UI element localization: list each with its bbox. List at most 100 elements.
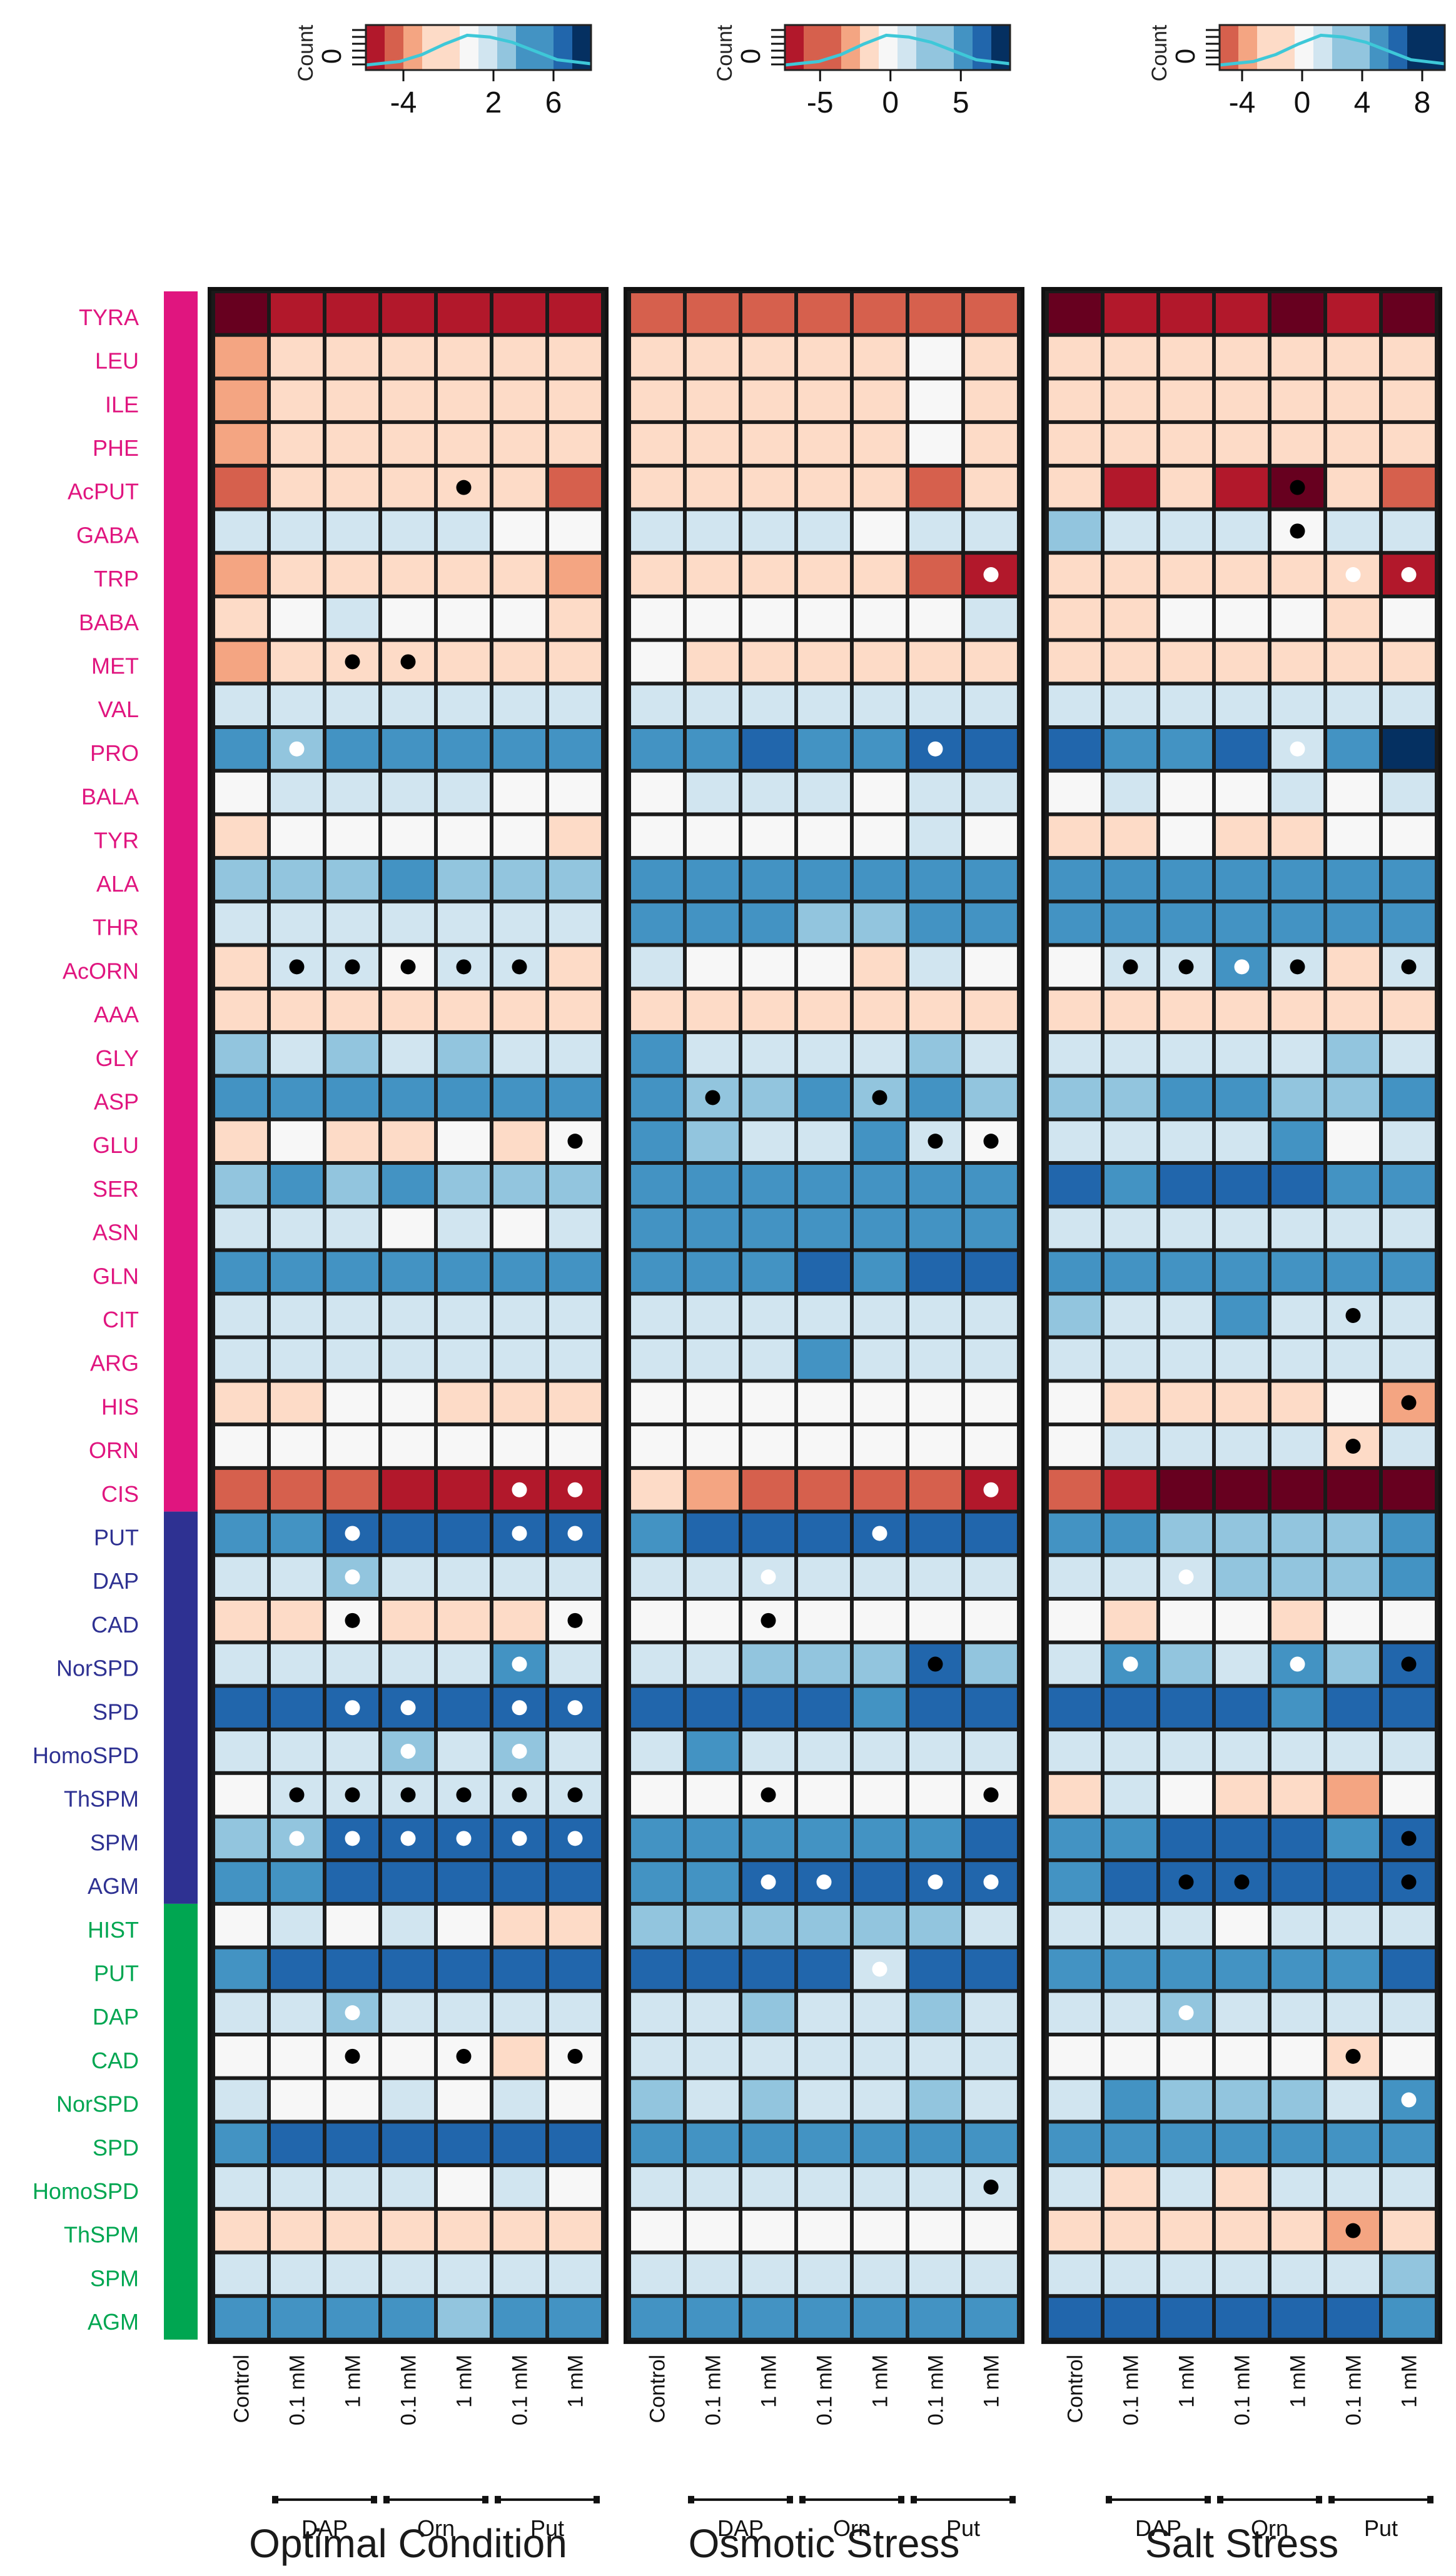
- heatmap-cell: [493, 772, 545, 813]
- heatmap-cell: [1327, 1469, 1379, 1510]
- heatmap-cell: [493, 511, 545, 551]
- heatmap-cell: [438, 1165, 490, 1205]
- heatmap-cell: [382, 1034, 434, 1074]
- heatmap-cell: [854, 598, 906, 638]
- heatmap-cell: [1383, 1077, 1435, 1118]
- heatmap-cell: [1271, 1688, 1323, 1728]
- bracket-end: [787, 2495, 793, 2503]
- significance-dot: [1290, 523, 1305, 539]
- colorbar-segment: [403, 25, 423, 70]
- significance-dot: [400, 1700, 416, 1716]
- heatmap-cell: [1049, 1296, 1101, 1336]
- column-label: 0.1 mM: [924, 2355, 948, 2425]
- heatmap-cell: [1049, 2123, 1101, 2164]
- heatmap-cell: [1160, 1121, 1212, 1161]
- heatmap-cell: [854, 1774, 906, 1815]
- heatmap-cell: [965, 424, 1017, 464]
- heatmap-cell: [271, 2167, 323, 2207]
- heatmap-cell: [1383, 1688, 1435, 1728]
- heatmap-cell: [382, 1469, 434, 1510]
- significance-dot: [512, 1700, 527, 1716]
- heatmap-cell: [549, 1557, 601, 1597]
- heatmap-cell: [909, 685, 961, 725]
- heatmap-cell: [326, 2080, 378, 2120]
- heatmap-cell: [438, 1034, 490, 1074]
- significance-dot: [928, 1134, 943, 1149]
- row-label: CIS: [101, 1481, 139, 1507]
- significance-dot: [345, 1569, 360, 1585]
- heatmap-cell: [382, 1905, 434, 1946]
- heatmap-cell: [631, 336, 683, 377]
- significance-dot: [289, 1831, 305, 1846]
- heatmap-cell: [1105, 1121, 1156, 1161]
- heatmap-cell: [1049, 1426, 1101, 1466]
- heatmap-cell: [854, 1644, 906, 1684]
- heatmap-cell: [493, 1993, 545, 2033]
- heatmap-cell: [382, 336, 434, 377]
- heatmap-cell: [909, 1208, 961, 1249]
- heatmap-cell: [854, 2210, 906, 2251]
- bracket-end: [594, 2495, 600, 2503]
- heatmap-cell: [687, 467, 739, 508]
- heatmap-cell: [1216, 336, 1268, 377]
- heatmap-cell: [493, 1208, 545, 1249]
- heatmap-cell: [382, 1077, 434, 1118]
- heatmap-cell: [271, 424, 323, 464]
- heatmap-cell: [1049, 903, 1101, 943]
- significance-dot: [1234, 959, 1250, 975]
- heatmap-cell: [1216, 424, 1268, 464]
- heatmap-cell: [1383, 641, 1435, 682]
- heatmap-cell: [687, 1601, 739, 1641]
- heatmap-cell: [1049, 2080, 1101, 2120]
- heatmap-cell: [215, 1426, 267, 1466]
- row-label: GLU: [93, 1132, 139, 1158]
- heatmap-cell: [1383, 511, 1435, 551]
- heatmap-cell: [215, 380, 267, 421]
- heatmap-cell: [1327, 990, 1379, 1030]
- heatmap-cell: [631, 1644, 683, 1684]
- significance-dot: [1401, 567, 1417, 583]
- heatmap-panel: Control 0.1 mM 1 mM 0.1 mM 1 mM 0.1 mM 1 mM DAP…: [208, 287, 609, 2566]
- heatmap-cell: [493, 1252, 545, 1292]
- heatmap-cell: [909, 1905, 961, 1946]
- heatmap-cell: [549, 1731, 601, 1771]
- column-group-label: Orn: [833, 2515, 871, 2541]
- heatmap-cell: [631, 2123, 683, 2164]
- heatmap-cell: [1271, 860, 1323, 900]
- heatmap-cell: [215, 990, 267, 1030]
- heatmap-cell: [687, 1034, 739, 1074]
- column-label: 0.1 mM: [702, 2355, 725, 2425]
- heatmap-cell: [215, 772, 267, 813]
- colorbar-histogram-line: [784, 33, 1011, 67]
- heatmap-cell: [1327, 1165, 1379, 1205]
- heatmap-cell: [493, 380, 545, 421]
- heatmap-cell: [798, 380, 850, 421]
- heatmap-cell: [1271, 2123, 1323, 2164]
- heatmap-cell: [271, 990, 323, 1030]
- heatmap-cell: [631, 511, 683, 551]
- heatmap-cell: [742, 336, 794, 377]
- heatmap-cell: [798, 990, 850, 1030]
- heatmap-cell: [1216, 2210, 1268, 2251]
- heatmap-cell: [215, 1208, 267, 1249]
- significance-dot: [289, 741, 305, 757]
- heatmap-cell: [1327, 336, 1379, 377]
- heatmap-cell: [271, 598, 323, 638]
- significance-dot: [567, 1787, 583, 1803]
- heatmap-cell: [798, 1513, 850, 1554]
- heatmap-cell: [1105, 2298, 1156, 2338]
- heatmap-cell: [1160, 1601, 1212, 1641]
- heatmap-cell: [326, 424, 378, 464]
- heatmap-cell: [215, 1862, 267, 1902]
- heatmap-cell: [271, 641, 323, 682]
- colorbar-tick-label: 6: [545, 86, 562, 119]
- heatmap-cell: [1383, 1601, 1435, 1641]
- row-label: LEU: [95, 348, 139, 374]
- heatmap-cell: [438, 2298, 490, 2338]
- row-group-bar: [164, 1903, 198, 2340]
- heatmap-cell: [271, 2036, 323, 2076]
- heatmap-cell: [493, 860, 545, 900]
- heatmap-cell: [1327, 1774, 1379, 1815]
